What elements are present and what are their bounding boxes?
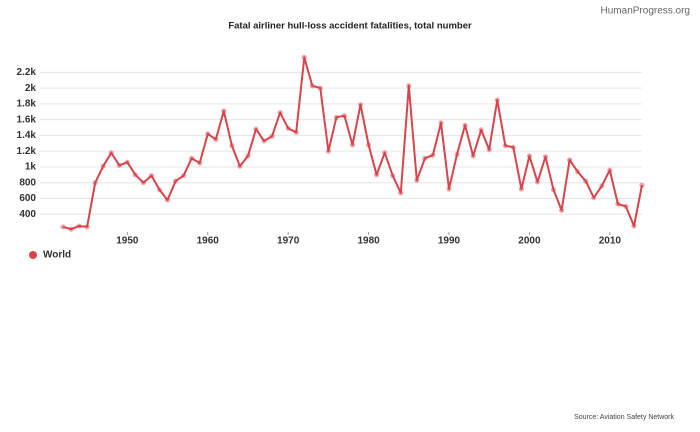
y-tick-label: 1.6k — [17, 114, 37, 125]
point — [406, 83, 412, 89]
point — [382, 150, 388, 156]
point — [591, 195, 597, 201]
point — [607, 167, 613, 173]
point — [189, 155, 195, 161]
point — [631, 223, 637, 229]
x-tick-label: 1960 — [197, 236, 220, 247]
credit: HumanProgress.org — [601, 6, 690, 17]
chart-title: Fatal airliner hull-loss accident fatali… — [228, 21, 472, 32]
point — [309, 83, 315, 89]
point — [454, 151, 460, 157]
point — [229, 143, 235, 149]
point — [213, 136, 219, 142]
point — [534, 179, 541, 185]
point — [374, 172, 380, 178]
point — [341, 113, 348, 119]
point — [245, 153, 251, 159]
point — [140, 180, 147, 186]
point — [526, 153, 533, 159]
point — [470, 153, 476, 159]
point — [446, 186, 452, 192]
point — [317, 85, 323, 91]
y-tick-label: 1.2k — [17, 146, 37, 157]
point — [156, 187, 163, 193]
point — [197, 160, 203, 166]
point — [124, 159, 130, 165]
point — [502, 143, 508, 149]
point — [390, 173, 396, 179]
point — [181, 173, 187, 179]
point — [60, 224, 66, 230]
point — [84, 224, 90, 230]
point — [478, 127, 484, 133]
point — [615, 201, 621, 207]
y-tick-label: 1k — [25, 162, 37, 173]
point — [494, 97, 500, 103]
point — [567, 157, 573, 163]
point — [68, 226, 74, 232]
point — [542, 154, 549, 160]
point — [438, 120, 444, 126]
point — [365, 142, 372, 148]
x-tick-label: 1980 — [357, 236, 380, 247]
point — [205, 131, 211, 137]
point — [462, 122, 468, 128]
point — [237, 163, 243, 169]
point — [510, 144, 516, 150]
y-tick-label: 2k — [25, 83, 37, 94]
point — [277, 109, 283, 116]
x-tick-label: 1970 — [277, 236, 300, 247]
point — [285, 125, 291, 131]
legend-label: World — [43, 250, 71, 261]
point — [599, 183, 605, 189]
point — [414, 177, 420, 183]
point — [333, 114, 340, 120]
series-line — [62, 56, 643, 231]
point — [164, 197, 171, 203]
y-tick-label: 1.8k — [17, 99, 37, 110]
point — [221, 108, 227, 114]
point — [623, 203, 629, 209]
y-tick-label: 2.2k — [17, 67, 37, 78]
x-tick-label: 2010 — [599, 236, 622, 247]
point — [301, 54, 307, 60]
point — [398, 190, 404, 196]
y-tick-label: 800 — [19, 177, 36, 188]
point — [92, 180, 98, 186]
source: Source: Aviation Safety Network — [574, 414, 674, 421]
point — [261, 138, 267, 144]
point — [349, 142, 356, 148]
point — [550, 187, 557, 193]
point — [639, 182, 645, 188]
x-tick-label: 1990 — [438, 236, 461, 247]
y-tick-label: 400 — [19, 209, 36, 220]
point — [269, 133, 275, 139]
y-tick-label: 600 — [19, 193, 36, 204]
x-tick-label: 1950 — [116, 236, 139, 247]
point — [108, 150, 114, 156]
point — [357, 102, 364, 108]
point — [325, 148, 331, 154]
point — [486, 147, 492, 153]
point — [172, 178, 179, 184]
y-tick-label: 1.4k — [17, 130, 37, 141]
point — [583, 178, 589, 184]
point — [148, 173, 155, 179]
point — [575, 169, 581, 175]
point — [116, 162, 122, 168]
point — [100, 163, 106, 169]
point — [558, 207, 565, 213]
legend-marker — [29, 251, 37, 259]
point — [422, 155, 428, 161]
point — [293, 129, 299, 135]
point — [518, 186, 524, 192]
point — [253, 126, 259, 132]
x-tick-label: 2000 — [518, 236, 541, 247]
point — [132, 172, 138, 178]
point — [430, 152, 436, 158]
point — [76, 223, 82, 229]
